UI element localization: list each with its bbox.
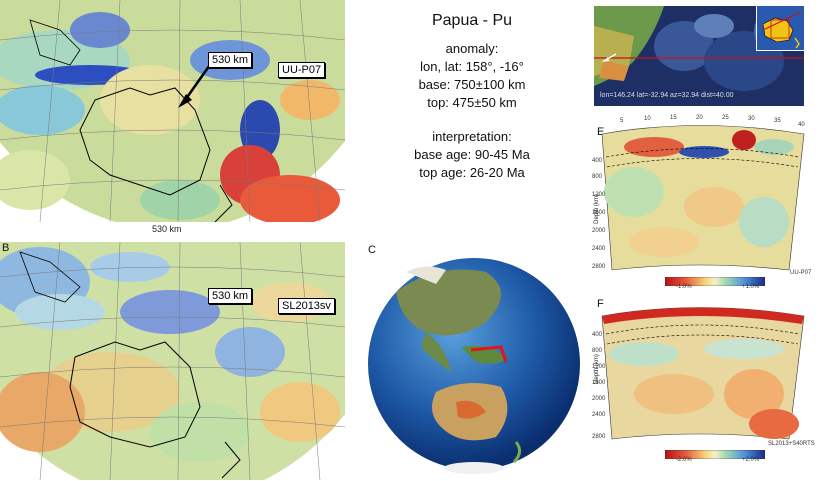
depth-axis-label-e: Depth (km) xyxy=(593,194,600,224)
depth-tick: 2000 xyxy=(592,228,606,234)
colorbar-f xyxy=(664,446,766,460)
globe-image xyxy=(368,258,580,474)
depth-tick: 2800 xyxy=(592,264,606,270)
dist-tick: 35 xyxy=(774,118,781,124)
depth-tick: 1600 xyxy=(592,380,606,386)
dist-tick: 40 xyxy=(798,122,805,128)
depth-tick: 2400 xyxy=(592,246,606,252)
panel-letter-b: B xyxy=(2,242,10,254)
depth-tick: 400 xyxy=(592,332,603,338)
distance-tag-a: 530 km xyxy=(208,52,253,68)
location-map-image xyxy=(594,6,804,106)
colorbar-f-min: -2.0% xyxy=(676,457,692,463)
scale-label-a: 530 km xyxy=(152,224,182,234)
tomography-map-a xyxy=(0,0,345,222)
depth-tick: 800 xyxy=(592,348,603,354)
inset-map-image xyxy=(757,6,804,50)
colorbar-f-max: +2.0% xyxy=(742,457,760,463)
depth-ticks-e: 400 800 1200 1600 2000 2400 2800 xyxy=(592,152,612,272)
base-age: base age: 90-45 Ma xyxy=(414,147,530,162)
depth-axis-label-f: Depth (km) xyxy=(593,354,600,384)
info-title: Papua - Pu xyxy=(431,12,513,29)
cross-section-f-image xyxy=(601,307,805,440)
depth-ticks-f: 400 800 1200 1600 2000 2400 2800 xyxy=(592,330,612,450)
globe-panel xyxy=(366,252,586,476)
dist-tick: 10 xyxy=(644,116,651,122)
map-panel-b: 530 km SL2013sv xyxy=(0,242,345,480)
depth-tick: 2800 xyxy=(592,434,606,440)
location-coords: lon=146.24 lat=-32.94 az=32.94 dist=40.0… xyxy=(600,92,734,99)
anomaly-top: top: 475±50 km xyxy=(427,95,517,110)
tomography-map-b xyxy=(0,242,345,480)
map-panel-a: 530 km UU-P07 xyxy=(0,0,345,222)
depth-tick: 1200 xyxy=(592,364,606,370)
model-tag-a: UU-P07 xyxy=(278,62,326,78)
anomaly-header: anomaly: xyxy=(445,41,499,56)
dist-tick: 5 xyxy=(620,118,624,124)
model-label-f: SL2013+S40RTS xyxy=(768,441,815,447)
anomaly-base: base: 750±100 km xyxy=(418,77,526,92)
depth-tick: 2000 xyxy=(592,396,606,402)
dist-tick: 25 xyxy=(722,115,729,121)
colorbar-e xyxy=(664,273,766,287)
cross-section-f: 400 800 1200 1600 2000 2400 2800 Depth (… xyxy=(592,294,819,446)
depth-tick: 2400 xyxy=(592,412,606,418)
info-block: Papua - Pu anomaly: lon, lat: 158°, -16°… xyxy=(372,12,572,182)
depth-tick: 1200 xyxy=(592,192,606,198)
top-age: top age: 26-20 Ma xyxy=(419,165,525,180)
colorbar-e-min: -1.0% xyxy=(676,284,692,290)
model-tag-b: SL2013sv xyxy=(278,298,335,314)
dist-ticks-e: 5 10 15 20 25 30 35 40 xyxy=(612,115,807,128)
dist-tick: 20 xyxy=(696,115,703,121)
cross-section-e-image xyxy=(601,125,805,271)
depth-tick: 800 xyxy=(592,174,603,180)
colorbar-e-max: +1.0% xyxy=(742,284,760,290)
model-label-e: UU-P07 xyxy=(790,270,812,276)
distance-tag-b: 530 km xyxy=(208,288,253,304)
inset-map xyxy=(756,6,804,51)
panel-letter-e: E xyxy=(597,126,605,138)
dist-tick: 30 xyxy=(748,116,755,122)
location-map: lon=146.24 lat=-32.94 az=32.94 dist=40.0… xyxy=(594,6,804,106)
panel-letter-f: F xyxy=(597,298,604,310)
depth-tick: 1600 xyxy=(592,210,606,216)
panel-letter-c: C xyxy=(368,244,376,256)
cross-section-e: 5 10 15 20 25 30 35 40 400 800 1200 1600… xyxy=(592,112,819,287)
dist-tick: 15 xyxy=(670,115,677,121)
depth-tick: 400 xyxy=(592,158,603,164)
anomaly-lonlat: lon, lat: 158°, -16° xyxy=(420,59,524,74)
interpretation-header: interpretation: xyxy=(432,129,512,144)
